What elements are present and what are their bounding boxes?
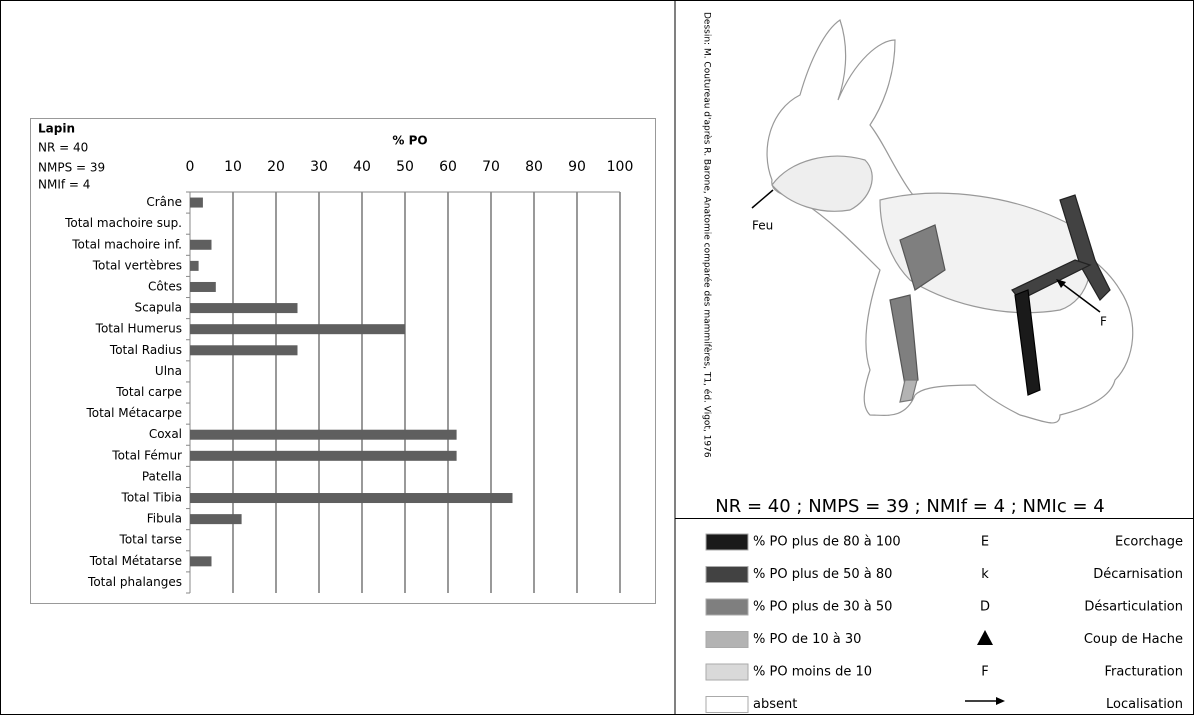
legend-label: % PO plus de 50 à 80 (753, 567, 892, 582)
bar (190, 239, 212, 250)
legend-symbol: k (981, 567, 989, 582)
credit: Dessin: M. Coutureau d'après R. Barone, … (702, 12, 713, 458)
legend-label: % PO plus de 80 à 100 (753, 535, 901, 550)
x-tick-label: 40 (353, 159, 371, 175)
legend-label: Fracturation (1104, 665, 1183, 680)
x-tick-label: 70 (482, 159, 500, 175)
y-tick-label: Crâne (146, 195, 182, 209)
y-tick-label: Total carpe (115, 385, 182, 399)
rabbit-outline (766, 19, 1134, 424)
legend-label: Désarticulation (1084, 600, 1183, 615)
legend-symbol: F (981, 665, 988, 680)
y-tick-label: Total machoire inf. (71, 237, 182, 251)
bar (190, 345, 298, 356)
y-tick-label: Total Métatarse (89, 554, 182, 568)
bar (190, 556, 212, 567)
y-tick-label: Total phalanges (87, 575, 182, 589)
y-tick-label: Total Métacarpe (85, 406, 182, 420)
drawing-label: Feu (752, 219, 773, 233)
legend-label: Décarnisation (1093, 567, 1183, 582)
bar (190, 493, 513, 504)
x-tick-label: 60 (439, 159, 457, 175)
y-tick-label: Total machoire sup. (64, 216, 182, 230)
x-tick-label: 30 (310, 159, 328, 175)
x-tick-label: 80 (525, 159, 543, 175)
bar (190, 429, 457, 440)
legend-swatch (705, 663, 749, 681)
chart-frame (30, 118, 656, 604)
legend-label: % PO plus de 30 à 50 (753, 600, 892, 615)
x-tick-label: 90 (568, 159, 586, 175)
arrow (1059, 281, 1101, 313)
legend-swatch (705, 631, 749, 648)
legend-label: % PO moins de 10 (753, 665, 872, 680)
arrow (751, 189, 774, 209)
legend-swatch (705, 533, 749, 551)
bar (190, 197, 203, 208)
x-tick-label: 0 (186, 159, 195, 175)
arrowhead (996, 697, 1005, 705)
y-tick-label: Côtes (148, 279, 182, 293)
annotation: NMIf = 4 (38, 178, 90, 192)
y-tick-label: Total Radius (109, 343, 182, 357)
x-tick-label: 100 (607, 159, 634, 175)
legend-label: Localisation (1106, 697, 1183, 712)
y-tick-label: Fibula (147, 512, 182, 526)
bar (190, 281, 216, 292)
bar (190, 450, 457, 461)
arrowhead (1056, 279, 1066, 288)
tibia (1014, 289, 1041, 396)
bar (190, 260, 199, 271)
triangle-icon (977, 630, 993, 645)
bar (190, 303, 298, 314)
x-tick-label: 10 (224, 159, 242, 175)
bar (190, 514, 242, 525)
y-tick-label: Total Fémur (111, 448, 182, 462)
legend-swatch (705, 598, 749, 616)
y-tick-label: Ulna (155, 364, 182, 378)
humerus (889, 294, 919, 386)
drawing-label: F (1100, 315, 1107, 329)
legend-symbol: D (980, 600, 990, 615)
scapula (899, 224, 946, 291)
y-tick-label: Total Humerus (95, 322, 182, 336)
annotation: NR = 40 (38, 141, 88, 155)
bar (190, 324, 405, 335)
legend-label: % PO de 10 à 30 (753, 632, 861, 647)
y-tick-label: Total tarse (119, 533, 182, 547)
annotation: NMPS = 39 (38, 161, 105, 175)
legend-swatch (705, 696, 749, 713)
legend-label: Ecorchage (1115, 535, 1183, 550)
y-tick-label: Total Tibia (121, 491, 182, 505)
y-tick-label: Scapula (135, 301, 182, 315)
x-tick-label: 50 (396, 159, 414, 175)
legend-symbol: E (981, 535, 989, 550)
y-tick-label: Coxal (149, 427, 182, 441)
annotation: Lapin (38, 122, 75, 136)
legend-swatch (705, 566, 749, 583)
radius (899, 379, 918, 403)
chart-title: % PO (392, 134, 427, 148)
legend-label: Coup de Hache (1084, 632, 1183, 647)
legend-label: absent (753, 697, 797, 712)
y-tick-label: Patella (142, 469, 182, 483)
skull (771, 155, 873, 212)
legend: % PO plus de 80 à 100 % PO plus de 50 à 8… (705, 533, 1183, 713)
x-tick-label: 20 (267, 159, 285, 175)
rabbit-drawing (766, 19, 1134, 424)
summary: NR = 40 ; NMPS = 39 ; NMIf = 4 ; NMIc = … (715, 496, 1104, 517)
y-tick-label: Total vertèbres (92, 258, 182, 272)
